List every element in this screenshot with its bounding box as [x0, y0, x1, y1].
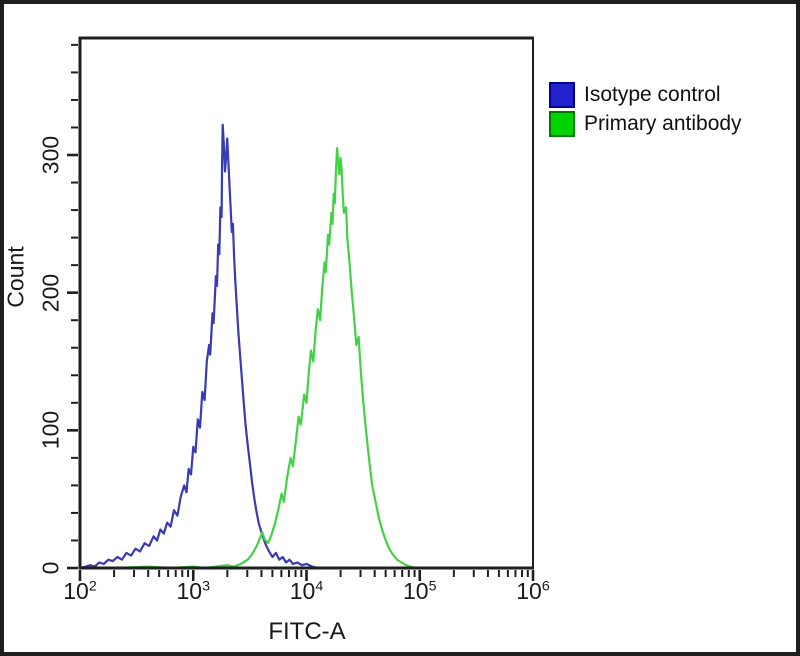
primary-antibody-curve	[78, 147, 424, 570]
x-tick-label-1e3: 103	[176, 578, 211, 604]
x-tick-label-1e4: 104	[289, 578, 324, 604]
x-axis-title: FITC-A	[268, 618, 346, 645]
x-tick-label-1e6: 106	[516, 578, 550, 604]
legend-label: Primary antibody	[584, 112, 742, 135]
frame-border-left	[0, 0, 4, 656]
y-tick-label-0: 0	[37, 561, 64, 575]
isotype-control-swatch-icon	[549, 82, 575, 108]
y-tick-label-300: 300	[37, 135, 64, 175]
legend: Isotype control Primary antibody	[549, 82, 742, 140]
legend-item-isotype-control: Isotype control	[549, 82, 742, 108]
isotype-control-curve	[78, 123, 342, 570]
legend-label: Isotype control	[584, 83, 721, 106]
y-axis-title: Count	[2, 246, 29, 308]
frame-border-bottom	[0, 652, 800, 656]
legend-item-primary-antibody: Primary antibody	[549, 111, 742, 137]
frame-border-right	[796, 0, 800, 656]
x-tick-label-1e2: 102	[63, 578, 97, 604]
x-tick-label-1e5: 105	[402, 578, 437, 604]
y-tick-label-100: 100	[37, 411, 64, 450]
frame-border-top	[0, 0, 800, 4]
primary-antibody-swatch-icon	[549, 111, 575, 137]
y-tick-label-200: 200	[37, 273, 64, 312]
